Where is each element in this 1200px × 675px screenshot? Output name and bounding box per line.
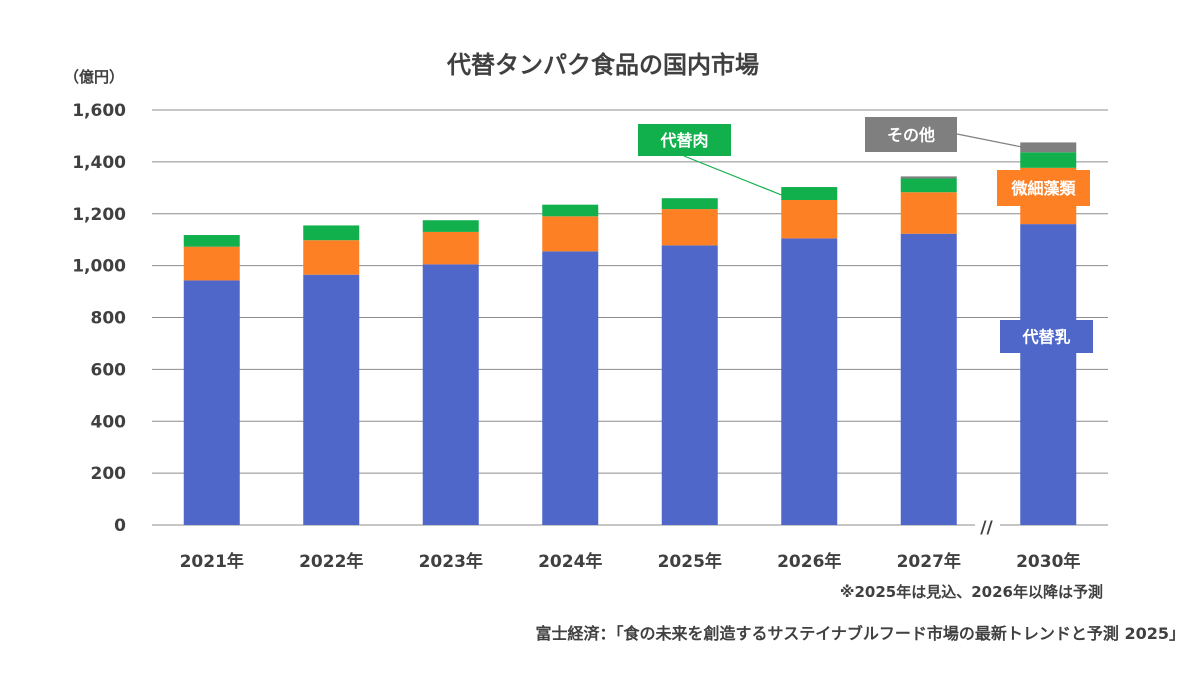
bar-segment	[900, 176, 957, 179]
bar-segment	[422, 264, 479, 525]
axis-break: //	[980, 518, 993, 538]
y-tick-label: 0	[114, 516, 126, 536]
bar-segment	[303, 240, 360, 275]
x-tick-label: 2021年	[180, 551, 244, 572]
bar-segment	[542, 204, 599, 217]
bar-segment	[781, 200, 838, 239]
bar-segment	[183, 280, 240, 525]
y-tick-label: 600	[91, 360, 127, 380]
bar-segment	[900, 192, 957, 234]
bar-segment	[183, 246, 240, 281]
series-label: 微細藻類	[1010, 179, 1076, 198]
y-tick-label: 1,400	[72, 153, 126, 173]
bar-segment	[422, 220, 479, 232]
bar-segment	[1020, 142, 1077, 153]
bar-segment	[661, 245, 718, 526]
y-tick-label: 400	[91, 412, 127, 432]
bar-segment	[1020, 224, 1077, 525]
gridlines	[152, 109, 1108, 526]
y-tick-label: 1,200	[72, 205, 126, 225]
bar-segment	[900, 178, 957, 193]
x-tick-label: 2023年	[419, 551, 483, 572]
bar-segment	[781, 238, 838, 525]
axis-break-mark: //	[980, 518, 993, 538]
x-tick-label: 2022年	[299, 551, 363, 572]
bar-segment	[542, 251, 599, 525]
x-tick-label: 2027年	[897, 551, 961, 572]
bar-segment	[781, 187, 838, 201]
bars	[183, 142, 1077, 526]
series-label: 代替乳	[1021, 328, 1070, 347]
series-label: 代替肉	[659, 131, 708, 150]
callout-box	[638, 124, 731, 156]
y-tick-label: 200	[91, 464, 127, 484]
x-tick-label: 2026年	[777, 551, 841, 572]
callout-box	[997, 170, 1090, 206]
bar-segment	[303, 225, 360, 241]
y-tick-label: 800	[91, 309, 127, 329]
bar-segment	[303, 274, 360, 525]
x-tick-label: 2030年	[1016, 551, 1080, 572]
x-axis-ticks: 2021年 2022年 2023年 2024年 2025年 2026年 2027年 2030年	[180, 551, 1081, 572]
bar-segment	[542, 216, 599, 252]
chart-title: 代替タンパク食品の国内市場	[446, 51, 759, 79]
callout-leader-line	[956, 133, 1023, 148]
y-tick-label: 1,600	[72, 101, 126, 121]
bar-segment	[661, 198, 718, 210]
bar-segment	[422, 231, 479, 265]
bar-segment	[183, 235, 240, 247]
source-citation: 富士経済：「食の未来を創造するサステイナブルフード市場の最新トレンドと予測 20…	[536, 624, 1185, 643]
callout-leader-line	[683, 155, 785, 197]
forecast-note: ※2025年は見込、2026年以降は予測	[840, 583, 1103, 601]
bar-segment	[661, 209, 718, 246]
x-tick-label: 2024年	[538, 551, 602, 572]
y-axis-ticks: 0 200 400 600 800 1,000 1,200 1,400 1,600	[72, 101, 126, 536]
callout-box	[1000, 320, 1093, 353]
y-tick-label: 1,000	[72, 257, 126, 277]
x-tick-label: 2025年	[658, 551, 722, 572]
y-axis-unit-label: （億円）	[64, 68, 124, 86]
series-label: その他	[887, 126, 935, 145]
callout-box	[865, 117, 957, 152]
bar-segment	[900, 233, 957, 526]
bar-segment	[1020, 152, 1077, 168]
